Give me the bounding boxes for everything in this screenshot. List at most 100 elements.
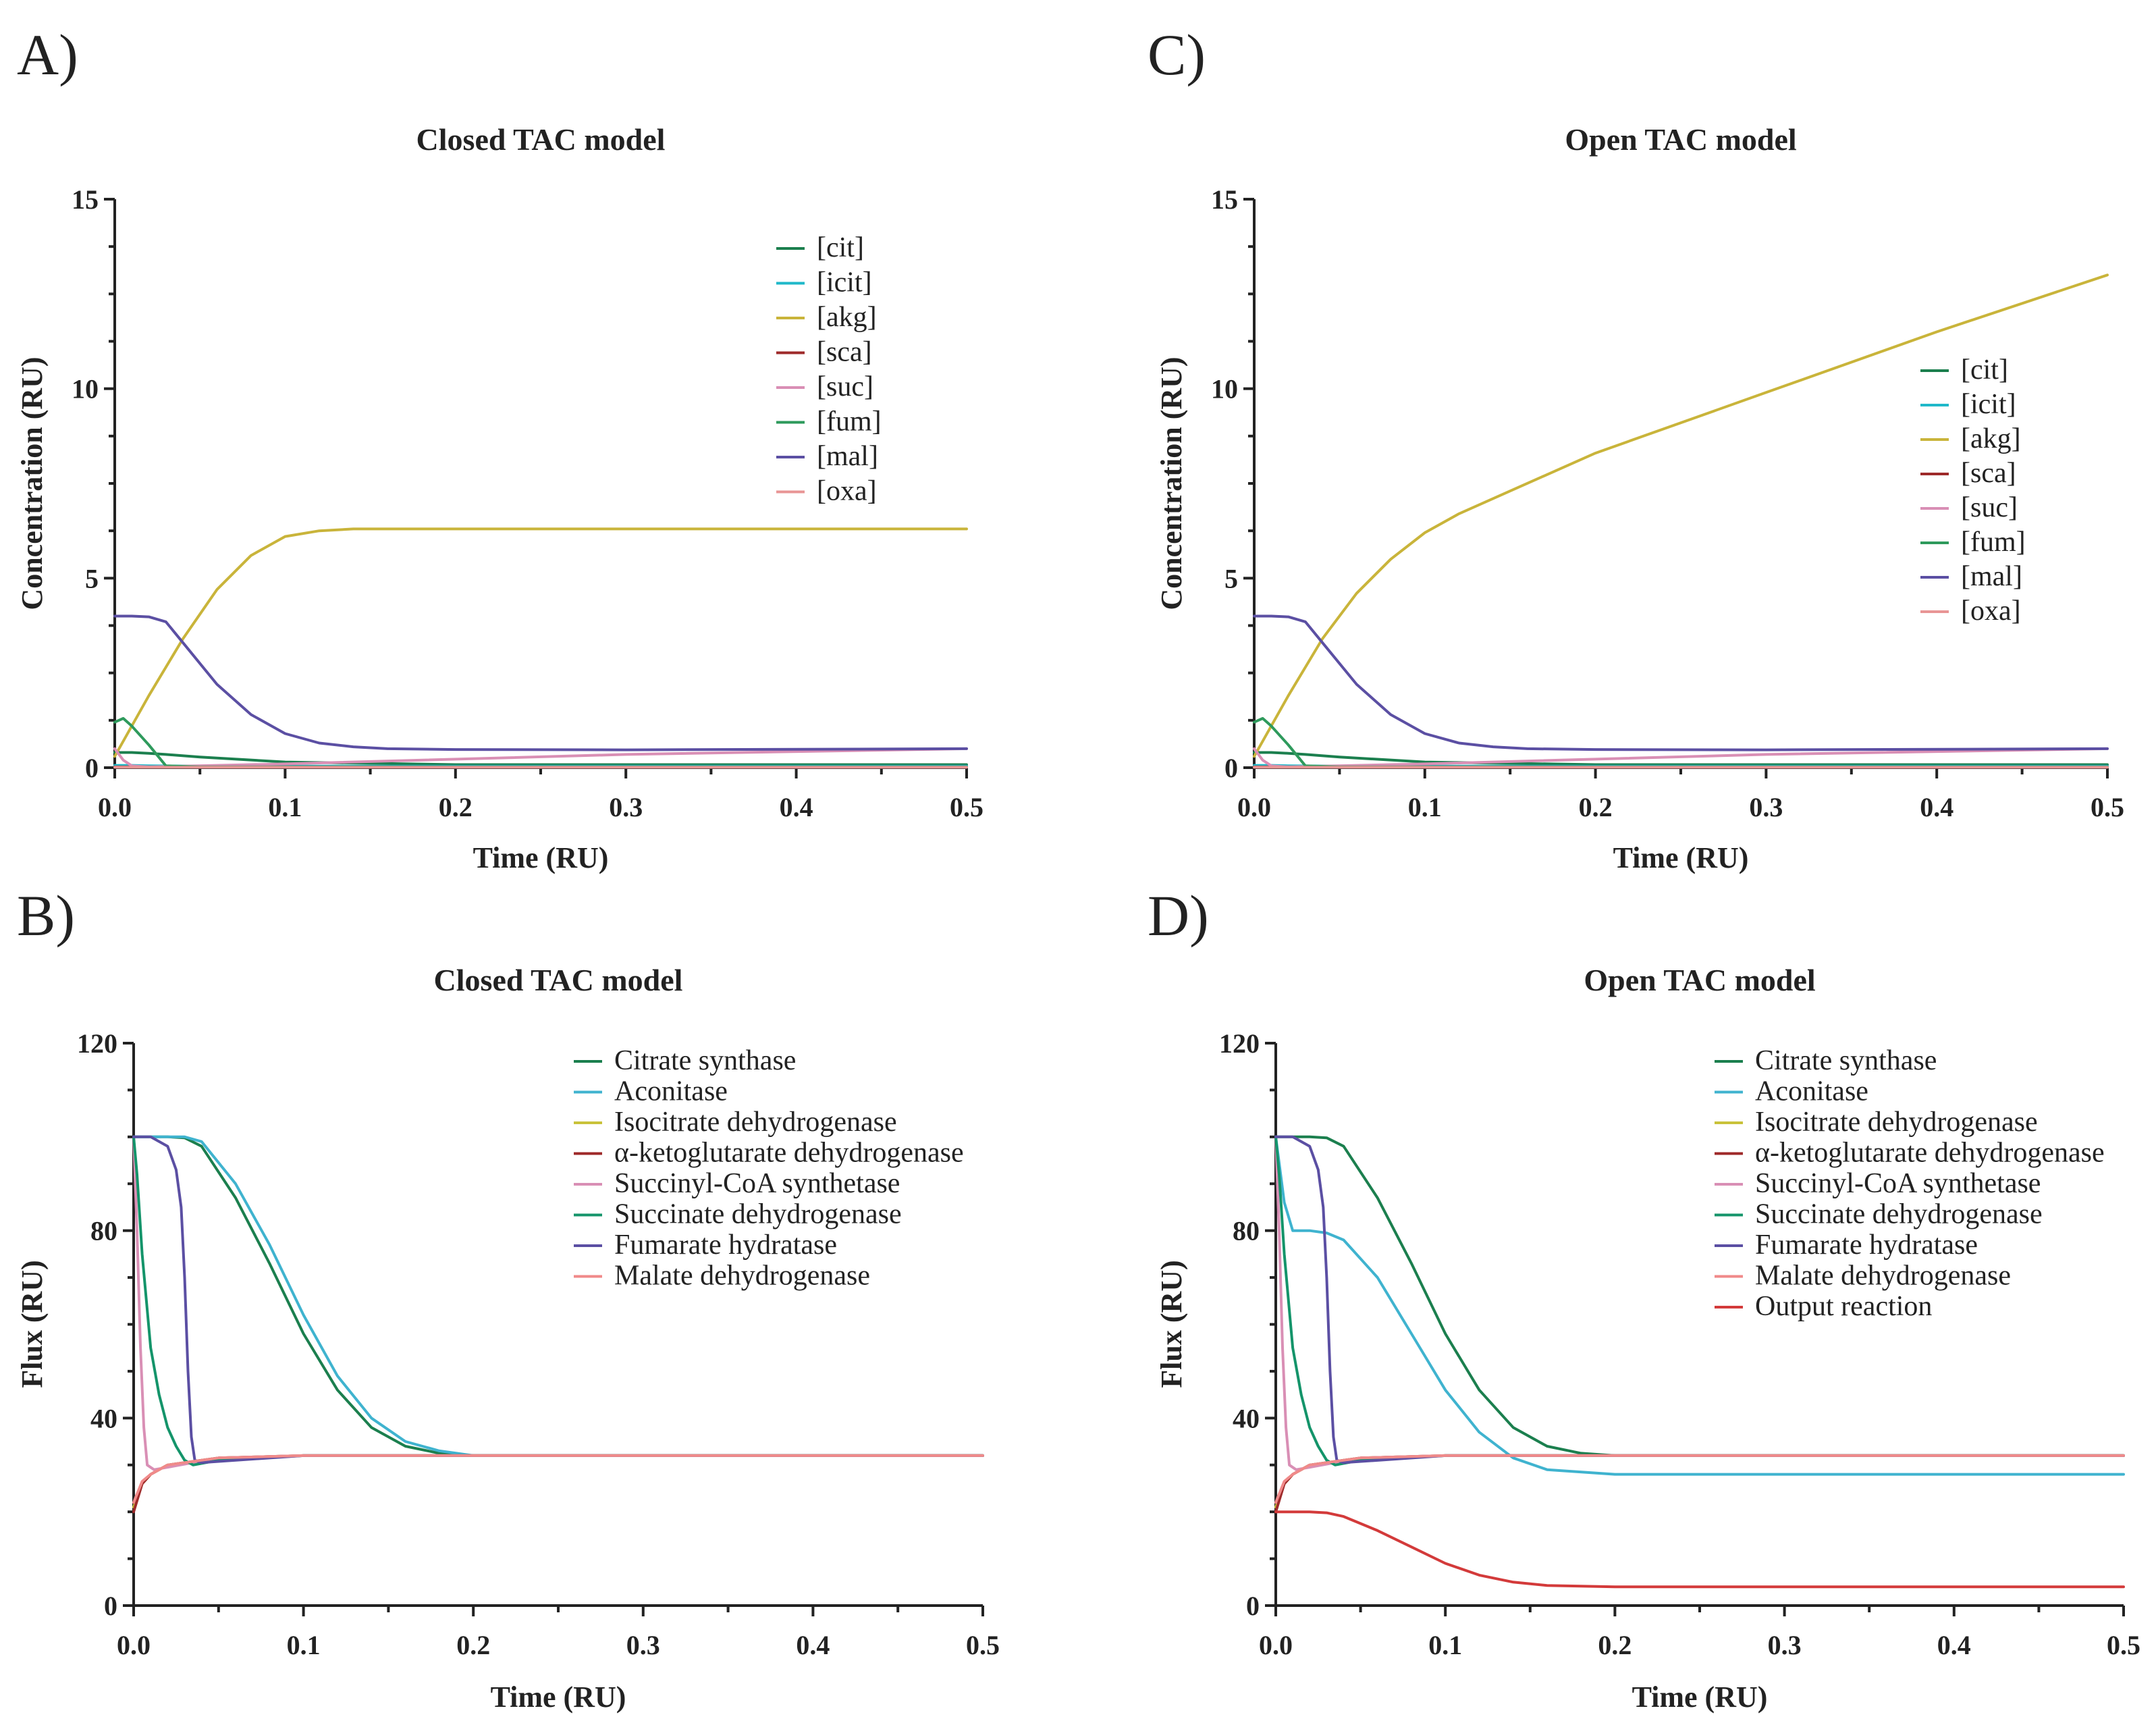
legend: [cit][icit][akg][sca][suc][fum][mal][oxa… [776,232,882,507]
y-tick-label: 0 [104,1591,117,1621]
legend-label: [sca] [817,337,872,368]
panel-letter: D) [1148,883,1209,948]
chart-a-closed-concentration: A) Closed TAC model Time (RU) Concentration… [16,22,983,874]
legend-label: [suc] [817,371,873,402]
legend-label: Output reaction [1755,1291,1932,1322]
legend-label: [akg] [1961,423,2021,454]
x-tick-label: 0.4 [1937,1630,1971,1660]
y-tick-label: 15 [72,184,99,215]
panel-letter: A) [17,22,78,87]
legend-label: Succinyl-CoA synthetase [614,1168,900,1199]
x-axis-label: Time (RU) [491,1681,626,1714]
x-tick-label: 0.0 [98,792,132,822]
legend: [cit][icit][akg][sca][suc][fum][mal][oxa… [1920,354,2026,627]
legend-label: Malate dehydrogenase [614,1261,870,1292]
x-tick-label: 0.5 [2091,792,2124,822]
chart-title: Open TAC model [1584,963,1815,997]
x-tick-label: 0.3 [1768,1630,1802,1660]
series-group [132,1135,984,1514]
x-tick-label: 0.5 [966,1630,1000,1660]
y-tick-label: 5 [1224,563,1238,593]
series-line-citrate-synthase [1274,1135,2125,1457]
chart-d-open-flux: D) Open TAC model Time (RU) Flux (RU) 0.0 0.1… [1148,883,2140,1714]
x-tick-label: 0.2 [1598,1630,1632,1660]
x-tick-label: 0.5 [950,792,983,822]
legend-label: Aconitase [1755,1076,1868,1107]
legend-label: Aconitase [614,1076,728,1107]
x-tick-label: 0.2 [439,792,473,822]
y-tick-label: 40 [1233,1403,1260,1433]
panel-letter: C) [1148,22,1206,87]
legend-label: Isocitrate dehydrogenase [614,1107,897,1138]
series-line-mal [1253,614,2109,751]
x-axis-label: Time (RU) [473,841,609,874]
series-line-output-reaction [1274,1510,2125,1589]
y-tick-label: 0 [1224,753,1238,783]
x-axis-label: Time (RU) [1613,841,1749,874]
legend-label: [fum] [1961,527,2026,558]
legend-label: Citrate synthase [614,1045,796,1076]
legend-label: Isocitrate dehydrogenase [1755,1107,2038,1138]
series-line-cit [1253,751,2109,766]
y-tick-label: 80 [1233,1216,1260,1246]
x-tick-label: 0.0 [1237,792,1271,822]
legend-label: [icit] [817,267,872,298]
x-tick-label: 0.1 [287,1630,321,1660]
series-line-aconitase [1274,1135,2125,1476]
legend-label: [mal] [1961,561,2022,592]
legend-label: Malate dehydrogenase [1755,1261,2011,1292]
x-tick-label: 0.1 [1428,1630,1462,1660]
x-tick-label: 0.0 [1259,1630,1293,1660]
chart-title: Closed TAC model [416,122,666,157]
x-tick-label: 0.2 [1579,792,1613,822]
x-tick-label: 0.1 [268,792,302,822]
series-line-cit [113,751,968,766]
series-line-akg [113,527,968,758]
legend-label: α-ketoglutarate dehydrogenase [1755,1138,2105,1169]
chart-title: Closed TAC model [434,963,683,997]
legend-label: α-ketoglutarate dehydrogenase [614,1138,964,1169]
x-tick-label: 0.3 [1749,792,1783,822]
legend-label: Succinate dehydrogenase [614,1199,902,1230]
y-axis-label: Concentration (RU) [16,356,49,610]
legend-label: [icit] [1961,389,2016,420]
y-tick-label: 80 [90,1216,117,1246]
legend-label: [suc] [1961,492,2018,523]
panel-letter: B) [17,883,75,948]
legend-label: [fum] [817,406,882,438]
series-line-malate-dehydrogenase [132,1454,984,1504]
legend-label: [sca] [1961,458,2016,489]
series-line-aconitase [132,1135,984,1457]
x-tick-label: 0.0 [117,1630,151,1660]
x-tick-label: 0.2 [456,1630,490,1660]
series-group [113,527,968,769]
legend-label: [oxa] [1961,596,2021,627]
x-tick-label: 0.4 [780,792,813,822]
legend-label: [cit] [817,232,864,263]
legend-label: Fumarate hydratase [614,1229,837,1261]
y-tick-label: 15 [1211,184,1238,215]
chart-c-open-concentration: C) Open TAC model Time (RU) Concentration (… [1148,22,2124,874]
x-tick-label: 0.3 [626,1630,660,1660]
y-tick-label: 40 [90,1403,117,1433]
y-axis-label: Flux (RU) [1155,1260,1188,1387]
y-axis-label: Concentration (RU) [1155,356,1188,610]
series-group [1274,1135,2125,1589]
x-tick-label: 0.1 [1408,792,1442,822]
y-tick-label: 0 [1246,1591,1260,1621]
y-tick-label: 120 [77,1028,117,1059]
series-group [1253,273,2109,769]
legend-label: [akg] [817,302,877,333]
x-tick-label: 0.3 [609,792,643,822]
x-tick-label: 0.4 [796,1630,830,1660]
legend-label: Succinyl-CoA synthetase [1755,1168,2041,1199]
y-tick-label: 120 [1219,1028,1260,1059]
legend-label: Fumarate hydratase [1755,1229,1978,1261]
legend-label: Citrate synthase [1755,1045,1937,1076]
series-line-fumarate-hydratase [1274,1135,2125,1464]
chart-title: Open TAC model [1565,122,1796,157]
